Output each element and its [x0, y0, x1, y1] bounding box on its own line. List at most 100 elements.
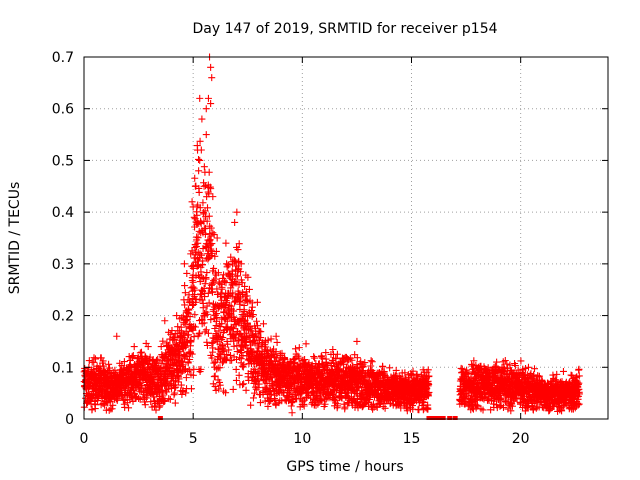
- data-point: [311, 354, 319, 362]
- data-point: [91, 355, 99, 363]
- data-point: [197, 251, 205, 259]
- data-point: [255, 344, 263, 352]
- x-tick-label: 15: [403, 431, 421, 447]
- data-point: [258, 340, 266, 348]
- data-point: [199, 199, 207, 207]
- data-point: [153, 356, 161, 364]
- data-point: [264, 402, 272, 410]
- data-point: [242, 386, 250, 394]
- data-point: [248, 327, 256, 335]
- data-point: [275, 356, 283, 364]
- data-point: [165, 357, 173, 365]
- data-point: [219, 334, 227, 342]
- data-point: [161, 397, 169, 405]
- data-point: [255, 327, 263, 335]
- data-point: [302, 340, 310, 348]
- data-point: [254, 375, 262, 383]
- data-point: [196, 329, 204, 337]
- data-point: [278, 349, 286, 357]
- data-point: [329, 345, 337, 353]
- data-point: [322, 395, 330, 403]
- data-point: [186, 313, 194, 321]
- data-point: [230, 307, 238, 315]
- data-point: [227, 253, 235, 261]
- data-point: [215, 327, 223, 335]
- data-point: [197, 268, 205, 276]
- data-point: [288, 409, 296, 417]
- data-point: [187, 337, 195, 345]
- data-point: [253, 322, 261, 330]
- data-point: [196, 137, 204, 145]
- data-point: [208, 240, 216, 248]
- data-point: [189, 278, 197, 286]
- data-point: [175, 375, 183, 383]
- data-point: [219, 343, 227, 351]
- data-point: [195, 188, 203, 196]
- x-tick-label: 20: [512, 431, 530, 447]
- data-point: [209, 288, 217, 296]
- data-point: [215, 279, 223, 287]
- data-point: [229, 385, 237, 393]
- data-point: [170, 335, 178, 343]
- data-point: [135, 394, 143, 402]
- data-point: [240, 380, 248, 388]
- data-point: [229, 325, 237, 333]
- data-point: [220, 271, 228, 279]
- data-point: [238, 362, 246, 370]
- data-point: [166, 395, 174, 403]
- data-point: [317, 397, 325, 405]
- x-tick-label: 5: [189, 431, 198, 447]
- data-point: [211, 382, 219, 390]
- data-point: [108, 405, 116, 413]
- data-point: [205, 299, 213, 307]
- data-point: [165, 395, 173, 403]
- data-point: [259, 389, 267, 397]
- data-point: [246, 323, 254, 331]
- data-point: [235, 240, 243, 248]
- data-point: [207, 316, 215, 324]
- data-point: [186, 355, 194, 363]
- data-point: [223, 317, 231, 325]
- data-point: [189, 371, 197, 379]
- data-point: [190, 322, 198, 330]
- y-tick-label: 0.6: [52, 102, 74, 118]
- data-points: [80, 53, 583, 420]
- data-point: [221, 355, 229, 363]
- data-point: [308, 362, 316, 370]
- y-tick-label: 0.5: [52, 153, 74, 169]
- data-point: [272, 357, 280, 365]
- data-point: [182, 389, 190, 397]
- data-point: [227, 284, 235, 292]
- data-point: [157, 343, 165, 351]
- y-tick-label: 0: [65, 412, 74, 428]
- data-point: [210, 277, 217, 285]
- data-point: [186, 366, 194, 374]
- data-point: [105, 360, 113, 368]
- data-point: [105, 406, 113, 414]
- data-point: [271, 396, 279, 404]
- data-point: [244, 273, 252, 281]
- data-point: [281, 356, 289, 364]
- data-point: [187, 385, 195, 393]
- y-tick-label: 0.4: [52, 205, 74, 221]
- data-point: [182, 327, 190, 335]
- data-point: [203, 341, 211, 349]
- data-point: [154, 355, 162, 363]
- data-point: [188, 350, 196, 358]
- data-point: [204, 204, 212, 212]
- data-point: [207, 232, 215, 240]
- data-point: [229, 289, 237, 297]
- data-point: [217, 351, 225, 359]
- data-point: [218, 359, 226, 367]
- data-point: [272, 399, 280, 407]
- data-point: [168, 327, 176, 335]
- data-point: [259, 320, 267, 328]
- data-point: [182, 374, 190, 382]
- data-point: [204, 329, 212, 337]
- data-point: [100, 362, 108, 370]
- data-point: [205, 212, 213, 220]
- data-point: [251, 389, 259, 397]
- data-point: [243, 344, 251, 352]
- data-point: [227, 351, 235, 359]
